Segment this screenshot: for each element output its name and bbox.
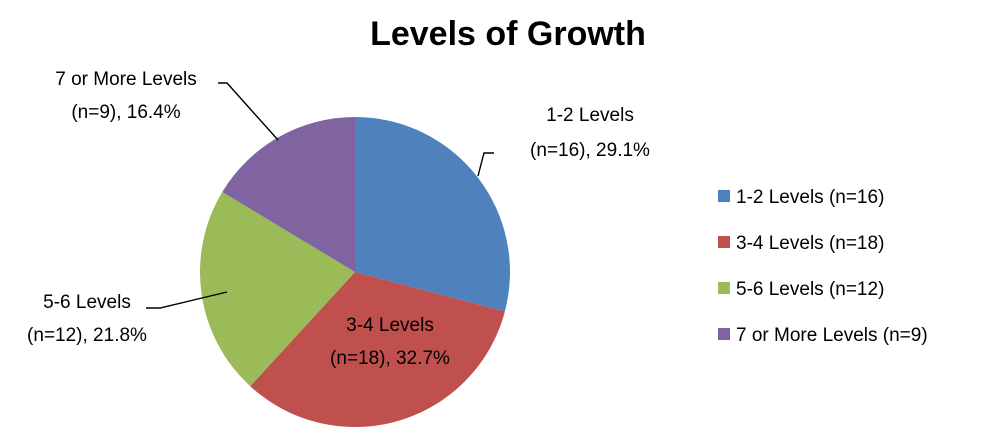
leader-line-4 [218, 82, 279, 141]
legend-swatch-2 [718, 236, 730, 248]
data-label-4-name: 7 or More Levels [55, 69, 197, 90]
data-label-1-name: 1-2 Levels [546, 105, 634, 126]
data-label-1-value: (n=16), 29.1% [530, 140, 650, 161]
pie-slice-1 [355, 117, 511, 312]
pie-slices [200, 117, 511, 427]
legend-swatch-4 [718, 328, 730, 340]
legend-label-1: 1-2 Levels (n=16) [736, 187, 884, 208]
legend-label-3: 5-6 Levels (n=12) [736, 279, 884, 300]
pie-slice-2 [250, 272, 505, 427]
data-label-3-name: 5-6 Levels [43, 292, 131, 313]
legend: 1-2 Levels (n=16) 3-4 Levels (n=18) 5-6 Le… [718, 187, 928, 346]
data-labels: 1-2 Levels (n=16), 29.1% 3-4 Levels (n=18),… [27, 69, 650, 369]
label-leader-lines [146, 82, 494, 309]
data-label-4-value: (n=9), 16.4% [71, 102, 180, 123]
leader-line-3 [146, 291, 228, 309]
data-label-2-value: (n=18), 32.7% [330, 348, 450, 369]
pie-slice-3 [200, 191, 355, 387]
leader-line-1 [477, 152, 494, 177]
legend-label-4: 7 or More Levels (n=9) [736, 325, 928, 346]
legend-swatch-1 [718, 190, 730, 202]
legend-swatch-3 [718, 282, 730, 294]
chart-title: Levels of Growth [370, 15, 646, 53]
legend-label-2: 3-4 Levels (n=18) [736, 233, 884, 254]
pie-slice-4 [222, 117, 355, 272]
data-label-3-value: (n=12), 21.8% [27, 325, 147, 346]
data-label-2-name: 3-4 Levels [346, 315, 434, 336]
